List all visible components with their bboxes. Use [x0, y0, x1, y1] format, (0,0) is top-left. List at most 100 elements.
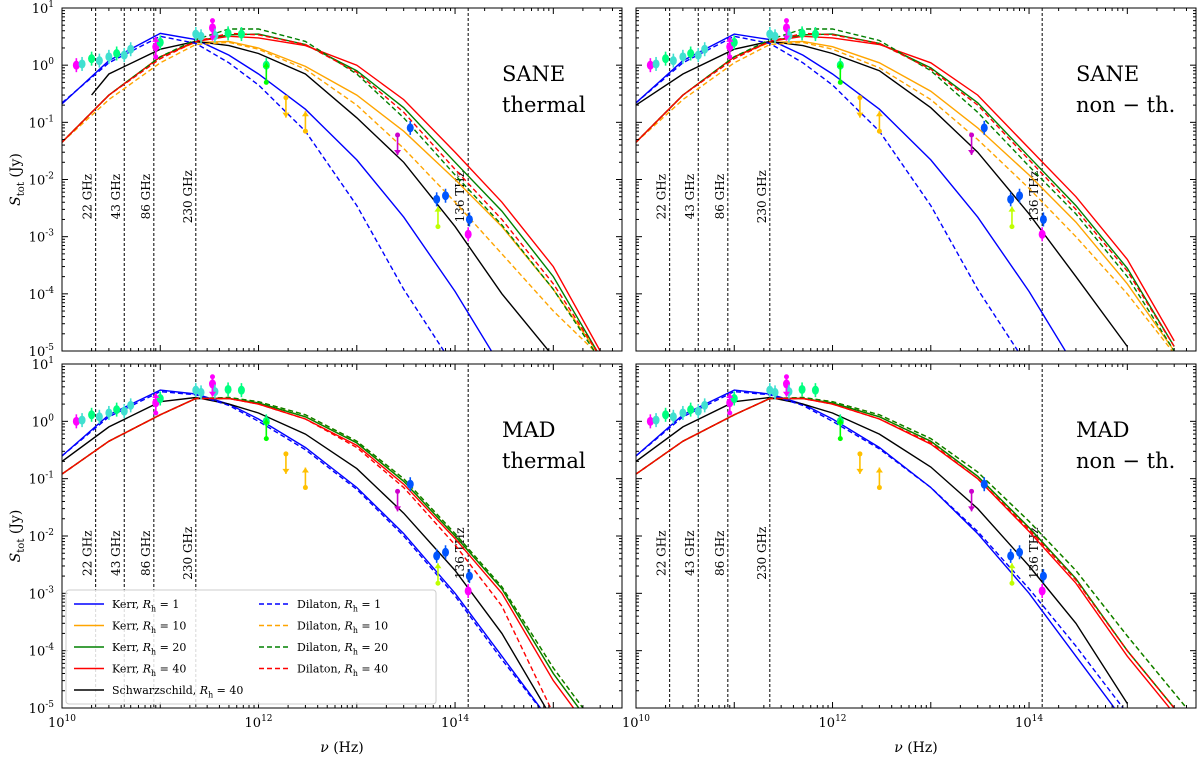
obs-point	[798, 28, 806, 38]
limit-arrow-head	[394, 506, 402, 512]
vline-label: 43 GHz	[109, 174, 123, 219]
obs-point	[442, 547, 450, 557]
panel-label-model: SANE	[1076, 62, 1139, 86]
limit-arrow-head	[282, 468, 290, 474]
y-tick-label: 10-2	[29, 528, 54, 545]
vline-label: 22 GHz	[81, 530, 95, 575]
vline-label: 22 GHz	[655, 174, 669, 219]
x-axis-label: ν (Hz)	[894, 740, 937, 756]
legend-label: Dilaton, Rh = 1	[297, 598, 381, 613]
obs-point	[730, 37, 738, 47]
panel-label-emission: thermal	[502, 93, 586, 117]
limit-point	[876, 485, 882, 491]
obs-point	[646, 60, 654, 70]
legend-box	[65, 589, 437, 705]
obs-point	[105, 408, 113, 418]
obs-point	[127, 400, 135, 410]
series-line	[62, 41, 596, 351]
limit-point	[837, 436, 843, 442]
series-line	[91, 40, 550, 351]
series-line	[636, 40, 1128, 347]
limit-arrow-head	[782, 35, 790, 41]
panel-label-emission: non − th.	[1076, 449, 1175, 473]
vline-label: 86 GHz	[139, 174, 153, 219]
limit-arrow-head	[875, 467, 883, 473]
obs-point	[662, 54, 670, 64]
obs-point	[694, 406, 702, 416]
obs-point	[1039, 214, 1047, 224]
y-axis-label: Stot (Jy)	[8, 153, 27, 206]
vline-label: 86 GHz	[713, 530, 727, 575]
legend-label: Dilaton, Rh = 20	[297, 641, 388, 656]
x-tick-label: 1010	[48, 714, 76, 731]
series-line	[62, 389, 542, 708]
obs-point	[771, 31, 779, 41]
y-tick-label: 10-1	[29, 471, 54, 488]
obs-point	[224, 28, 232, 38]
obs-point	[78, 59, 86, 69]
y-tick-label: 10-4	[29, 286, 55, 303]
legend: Kerr, Rh = 1 Kerr, Rh = 10 Kerr, Rh = 20 Ke…	[65, 589, 437, 705]
limit-arrow-head	[1008, 563, 1016, 569]
limit-arrow-head	[394, 150, 402, 156]
obs-point	[113, 405, 121, 415]
limit-arrow-head	[856, 468, 864, 474]
limit-point	[969, 132, 975, 138]
series-line	[62, 28, 596, 351]
series-line	[62, 32, 493, 351]
limit-arrow-head	[836, 418, 844, 424]
obs-point	[687, 405, 695, 415]
limit-arrow-head	[262, 62, 270, 68]
limit-point	[209, 374, 215, 380]
obs-point	[95, 56, 103, 66]
obs-point	[811, 385, 819, 395]
limit-point	[153, 54, 159, 60]
panel-label-model: MAD	[1076, 418, 1130, 442]
limit-arrow-head	[968, 150, 976, 156]
obs-point	[197, 387, 205, 397]
legend-label: Dilaton, Rh = 40	[297, 663, 388, 678]
obs-point	[465, 571, 473, 581]
obs-point	[433, 194, 441, 204]
limit-arrow-head	[782, 391, 790, 397]
vline-label: 136 THz	[453, 171, 467, 223]
obs-point	[156, 37, 164, 47]
limit-point	[857, 95, 863, 101]
vline-label: 43 GHz	[109, 530, 123, 575]
limit-point	[876, 128, 882, 134]
limit-arrow-head	[856, 112, 864, 118]
limit-point	[283, 451, 289, 457]
obs-point	[120, 406, 128, 416]
y-tick-label: 10-4	[29, 643, 55, 660]
y-tick-label: 10-5	[29, 343, 55, 360]
limit-point	[1009, 224, 1015, 230]
limit-point	[263, 436, 269, 442]
obs-point	[464, 586, 472, 596]
x-tick-label: 1014	[441, 714, 469, 731]
vline-label: 22 GHz	[655, 530, 669, 575]
panel-label-emission: non − th.	[1076, 93, 1175, 117]
obs-point	[197, 31, 205, 41]
limit-arrow-head	[726, 36, 734, 42]
limit-arrow-head	[208, 35, 216, 41]
plot-area: 22 GHz 43 GHz 86 GHz 230 GHz 136 THz	[62, 364, 584, 708]
limit-point	[153, 410, 159, 416]
obs-point	[406, 123, 414, 133]
legend-label: Kerr, Rh = 10	[112, 620, 186, 635]
limit-point	[783, 374, 789, 380]
limit-arrow-head	[152, 36, 160, 42]
panel-top-right: 22 GHz 43 GHz 86 GHz 230 GHz 136 THzSANEnon …	[635, 7, 1197, 352]
limit-point	[263, 79, 269, 85]
obs-point	[1039, 571, 1047, 581]
obs-point	[679, 52, 687, 62]
obs-point	[652, 59, 660, 69]
obs-point	[224, 384, 232, 394]
obs-point	[980, 123, 988, 133]
obs-point	[1007, 551, 1015, 561]
limit-point	[969, 488, 975, 494]
vline-label: 230 GHz	[755, 527, 769, 580]
vline-label: 86 GHz	[713, 174, 727, 219]
